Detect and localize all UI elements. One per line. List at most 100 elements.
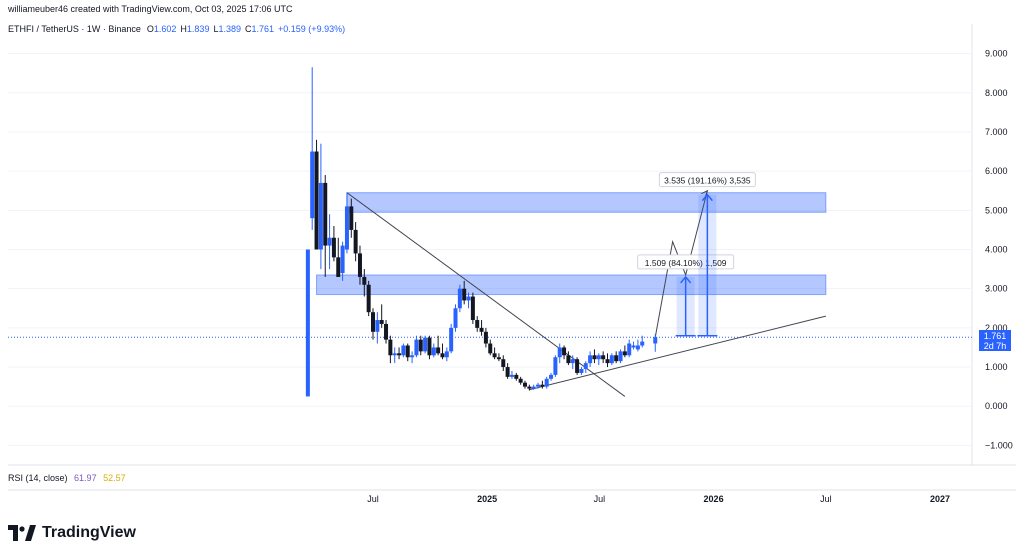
tradingview-brand[interactable]: TradingView [8,524,136,542]
current-price-badge: 1.761 2d 7h [979,330,1011,352]
measure-arrowhead [680,275,692,284]
candle-body [518,378,523,383]
y-tick-label: 1.000 [985,362,1008,372]
candle-body [379,320,384,324]
candle-body [405,345,410,358]
candle-body [601,355,606,360]
symbol-legend: ETHFI / TetherUS · 1W · Binance O 1.602 … [8,24,345,34]
candle-body [501,359,506,368]
candle-body [418,339,423,352]
candle-body [440,353,445,358]
candle-body [609,355,614,364]
x-tick-label: 2027 [930,494,950,504]
candle-body [323,182,328,246]
y-tick-label: 4.000 [985,245,1008,255]
measure-arrowhead [701,193,713,202]
measure-label: 1.509 (84.10%) 1,509 [645,258,727,268]
x-tick-label: 2026 [704,494,724,504]
candle-body [514,374,519,379]
candle-body [588,355,593,364]
candle-body [444,351,449,358]
candle-body [310,151,315,219]
candle-body [427,337,432,356]
candle-body [570,359,575,364]
rsi-value-2: 52.57 [103,473,126,483]
candle-body [388,339,393,356]
candle-body [553,357,558,375]
candle-body [401,345,406,356]
open-value: 1.602 [153,24,177,34]
candle-body [384,323,389,340]
rsi-legend[interactable]: RSI (14, close) 61.97 52.57 [8,473,126,483]
candle-body [531,386,536,389]
candle-body [340,245,345,274]
candle-body [631,345,636,348]
candle-body [349,206,354,230]
candle-body [627,343,632,356]
symbol-name[interactable]: ETHFI / TetherUS · 1W · Binance [8,24,141,34]
change-value: +0.159 (+9.93%) [278,24,346,34]
candle-body [509,374,514,377]
candle-body [449,327,454,352]
candle-body [357,253,362,277]
candle-body [423,337,428,352]
candle-body [436,347,441,354]
candle-body [414,339,419,356]
candle-body [392,353,397,356]
x-tick-label: Jul [594,494,606,504]
candle-body [305,249,310,397]
candle-body [527,386,532,389]
x-tick-label: Jul [367,494,379,504]
candle-body [483,331,488,344]
candle-body [462,288,467,301]
low-value: 1.389 [218,24,241,34]
measure-label-box [637,254,735,270]
candle-body [536,384,541,387]
candle-body [575,359,580,373]
candle-body [566,355,571,364]
open-label: O [146,24,154,34]
candle-body [583,363,588,370]
candle-body [549,374,554,379]
candle-body [488,343,493,354]
candle-body [522,382,527,387]
created-by-text: williameuber46 created with TradingView.… [8,4,293,14]
high-value: 1.839 [186,24,210,34]
candle-body [362,276,367,285]
candle-body [653,337,658,344]
candle-body [596,355,601,360]
y-tick-label: 0.000 [985,401,1008,411]
candle-body [579,369,584,373]
candle-body [562,347,567,356]
candle-body [314,151,319,250]
y-tick-label: 6.000 [985,166,1008,176]
candle-body [397,353,402,356]
projection-arrow [701,189,709,197]
y-tick-label: −1.000 [985,440,1013,450]
candle-body [431,347,436,356]
candle-body [327,237,332,246]
candle-body [605,359,610,364]
candle-body [614,355,619,362]
candle-body [331,237,336,258]
trendline [529,315,826,391]
tradingview-logo-icon [8,525,36,541]
low-label: L [213,24,219,34]
candle-body [353,229,358,254]
candle-body [318,182,323,250]
measure-label-box [658,172,756,188]
candle-body [496,357,501,360]
candle-body [618,351,623,362]
resistance-zone [316,274,827,296]
y-tick-label: 2.000 [985,323,1008,333]
candle-body [410,355,415,358]
current-price-text: 1.761 [983,331,1007,342]
candle-body [544,378,549,387]
close-label: C [245,24,252,34]
y-tick-label: 5.000 [985,205,1008,215]
candle-body [540,384,545,387]
candle-body [640,341,645,346]
resistance-zone [346,192,827,213]
candle-body [366,284,371,313]
